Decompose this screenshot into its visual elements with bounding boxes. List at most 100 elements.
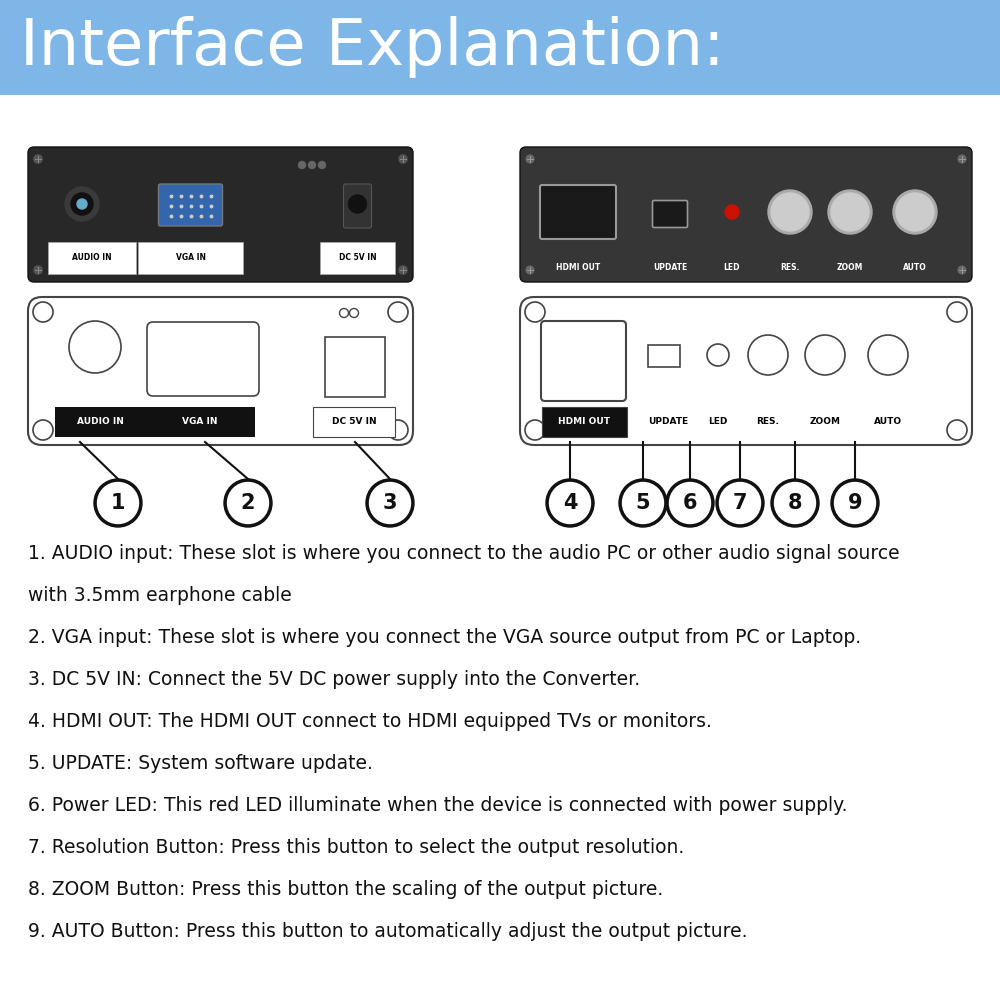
Text: ZOOM: ZOOM <box>837 262 863 271</box>
Text: with 3.5mm earphone cable: with 3.5mm earphone cable <box>28 586 292 605</box>
Circle shape <box>666 479 714 527</box>
Text: ZOOM: ZOOM <box>810 418 840 426</box>
Text: HDMI OUT: HDMI OUT <box>556 262 600 271</box>
Text: UPDATE: UPDATE <box>653 262 687 271</box>
Circle shape <box>771 193 809 231</box>
Circle shape <box>33 154 43 164</box>
Text: 4. HDMI OUT: The HDMI OUT connect to HDMI equipped TVs or monitors.: 4. HDMI OUT: The HDMI OUT connect to HDM… <box>28 712 712 731</box>
Circle shape <box>525 420 545 440</box>
Circle shape <box>65 187 99 221</box>
FancyBboxPatch shape <box>147 322 259 396</box>
Bar <box>542 407 627 437</box>
Bar <box>0 0 1000 95</box>
Circle shape <box>69 321 121 373</box>
Circle shape <box>716 479 764 527</box>
Circle shape <box>94 479 142 527</box>
Bar <box>48 242 136 274</box>
Bar <box>320 242 395 274</box>
Circle shape <box>366 479 414 527</box>
Circle shape <box>77 199 87 209</box>
Bar <box>55 407 145 437</box>
Circle shape <box>298 161 306 168</box>
Text: RES.: RES. <box>780 262 800 271</box>
Circle shape <box>33 265 43 275</box>
Text: 5. UPDATE: System software update.: 5. UPDATE: System software update. <box>28 754 373 773</box>
Text: DC 5V IN: DC 5V IN <box>332 418 376 426</box>
Circle shape <box>893 190 937 234</box>
Circle shape <box>831 193 869 231</box>
Text: AUTO: AUTO <box>874 418 902 426</box>
Text: AUDIO IN: AUDIO IN <box>72 253 112 262</box>
FancyBboxPatch shape <box>540 185 616 239</box>
Circle shape <box>525 154 535 164</box>
Circle shape <box>71 193 93 215</box>
Text: 8. ZOOM Button: Press this button the scaling of the output picture.: 8. ZOOM Button: Press this button the sc… <box>28 880 663 899</box>
Circle shape <box>957 154 967 164</box>
Circle shape <box>828 190 872 234</box>
Text: AUTO: AUTO <box>903 262 927 271</box>
Bar <box>325 337 385 397</box>
Circle shape <box>707 344 729 366</box>
Text: 7: 7 <box>733 493 747 513</box>
FancyBboxPatch shape <box>541 321 626 401</box>
Circle shape <box>831 479 879 527</box>
Circle shape <box>33 420 53 440</box>
FancyBboxPatch shape <box>344 184 372 228</box>
Text: 9: 9 <box>848 493 862 513</box>
Circle shape <box>622 483 664 524</box>
Text: 6. Power LED: This red LED illuminate when the device is connected with power su: 6. Power LED: This red LED illuminate wh… <box>28 796 848 815</box>
Text: 1. AUDIO input: These slot is where you connect to the audio PC or other audio s: 1. AUDIO input: These slot is where you … <box>28 544 900 563</box>
Text: DC 5V IN: DC 5V IN <box>339 253 376 262</box>
Text: VGA IN: VGA IN <box>182 418 218 426</box>
Text: AUDIO IN: AUDIO IN <box>77 418 123 426</box>
Circle shape <box>868 335 908 375</box>
Circle shape <box>957 265 967 275</box>
Bar <box>138 242 243 274</box>
Circle shape <box>340 308 349 318</box>
Circle shape <box>398 154 408 164</box>
Text: 3. DC 5V IN: Connect the 5V DC power supply into the Converter.: 3. DC 5V IN: Connect the 5V DC power sup… <box>28 670 640 689</box>
FancyBboxPatch shape <box>158 184 222 226</box>
Text: RES.: RES. <box>757 418 779 426</box>
Text: LED: LED <box>724 262 740 271</box>
Text: Interface Explanation:: Interface Explanation: <box>20 16 725 79</box>
Text: 1: 1 <box>111 493 125 513</box>
Text: 8: 8 <box>788 493 802 513</box>
Circle shape <box>98 483 138 524</box>
Text: 9. AUTO Button: Press this button to automatically adjust the output picture.: 9. AUTO Button: Press this button to aut… <box>28 922 748 941</box>
Circle shape <box>805 335 845 375</box>
FancyBboxPatch shape <box>28 297 413 445</box>
Circle shape <box>388 420 408 440</box>
Text: 6: 6 <box>683 493 697 513</box>
Circle shape <box>619 479 667 527</box>
Circle shape <box>947 302 967 322</box>
Circle shape <box>318 161 326 168</box>
Circle shape <box>748 335 788 375</box>
Bar <box>145 407 255 437</box>
Circle shape <box>768 190 812 234</box>
FancyBboxPatch shape <box>520 147 972 282</box>
Circle shape <box>670 483 710 524</box>
Text: 5: 5 <box>636 493 650 513</box>
Text: LED: LED <box>708 418 728 426</box>
Circle shape <box>228 483 268 524</box>
Text: 3: 3 <box>383 493 397 513</box>
Circle shape <box>720 483 761 524</box>
Circle shape <box>725 205 739 219</box>
Circle shape <box>308 161 316 168</box>
Text: 2: 2 <box>241 493 255 513</box>
Circle shape <box>896 193 934 231</box>
FancyBboxPatch shape <box>652 200 688 228</box>
Text: 4: 4 <box>563 493 577 513</box>
Circle shape <box>546 479 594 527</box>
Circle shape <box>388 302 408 322</box>
Bar <box>648 345 680 367</box>
Circle shape <box>771 479 819 527</box>
FancyBboxPatch shape <box>520 297 972 445</box>
Circle shape <box>350 308 358 318</box>
Text: HDMI OUT: HDMI OUT <box>558 418 610 426</box>
Text: VGA IN: VGA IN <box>176 253 206 262</box>
Circle shape <box>947 420 967 440</box>
Text: 2. VGA input: These slot is where you connect the VGA source output from PC or L: 2. VGA input: These slot is where you co… <box>28 628 861 647</box>
Circle shape <box>834 483 876 524</box>
